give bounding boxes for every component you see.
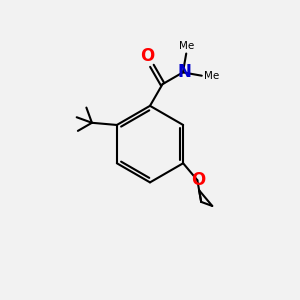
Text: Me: Me (178, 41, 194, 51)
Text: O: O (191, 171, 205, 189)
Text: N: N (177, 63, 191, 81)
Text: O: O (140, 47, 154, 65)
Text: Me: Me (204, 71, 219, 81)
